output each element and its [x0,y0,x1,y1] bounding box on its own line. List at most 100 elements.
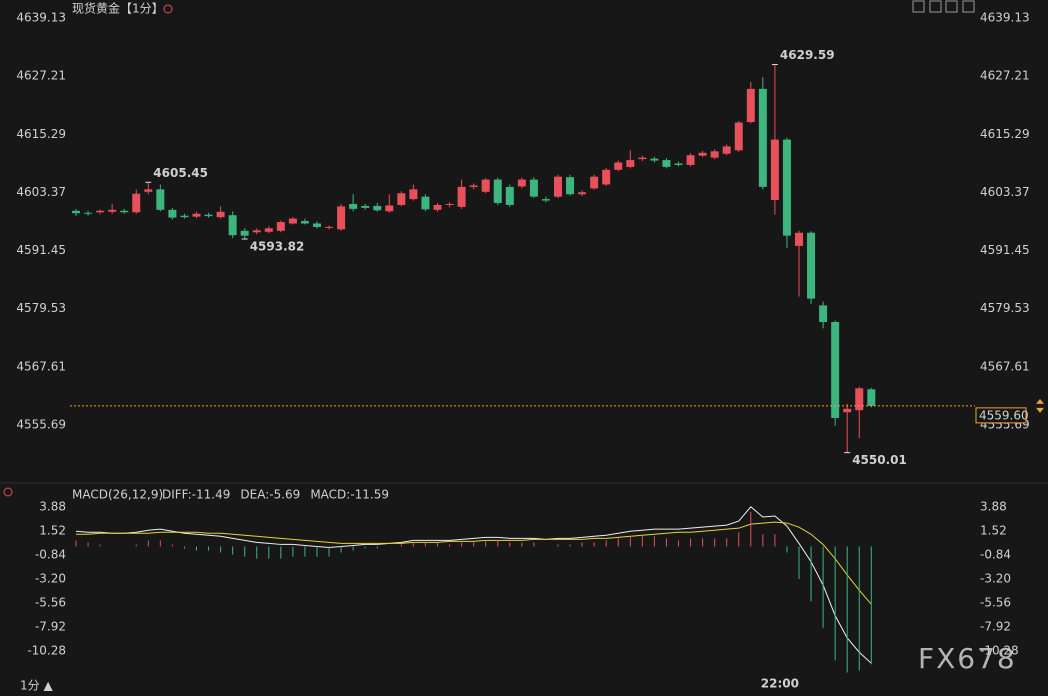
candle-body [180,215,189,218]
annotation: 4629.59 [780,48,835,62]
y-tick-label: 4603.37 [980,185,1030,199]
candle-body [252,230,261,233]
candle-body [529,179,538,197]
candle-body [445,203,454,205]
candle-body [698,152,707,156]
candle-body [325,226,334,228]
candle-body [734,122,743,151]
candle-body [662,160,671,167]
last-price-label: 4559.60 [979,408,1029,422]
tool-button[interactable] [912,0,925,13]
candle-body [722,146,731,154]
y-tick-label: 4627.21 [980,69,1030,83]
y-tick-label: 1.52 [980,524,1007,538]
candle-body [746,88,755,123]
candle-body [541,199,550,201]
candle-body [578,192,587,195]
candle-body [795,232,803,246]
candle-body [288,218,297,224]
watermark: FX678 [918,642,1017,675]
candle-body [493,179,502,203]
candle-body [770,139,779,201]
toolbar [912,0,975,13]
annotation: 4605.45 [153,166,208,180]
candle-body [132,193,141,213]
y-tick-label: 4579.53 [980,301,1030,315]
candle-body [807,232,816,299]
candle-body [373,205,382,211]
y-tick-label: 1.52 [39,524,66,538]
y-tick-label: 4603.37 [16,185,66,199]
last-price-box [975,407,1027,424]
candle-body [409,189,418,200]
candle-body [638,157,647,160]
candle-body [650,158,659,161]
candle-body [96,210,105,213]
candle-body [819,305,828,322]
candle-body [156,189,165,210]
candle-body [433,204,442,210]
candle-body [72,210,80,214]
tool-button[interactable] [929,0,942,13]
tool-button[interactable] [962,0,975,13]
legend-entry: MACD:-11.59 [310,488,389,502]
y-tick-label: 4567.61 [16,359,66,373]
candle-body [686,155,695,165]
y-tick-label: 4639.13 [16,11,66,25]
candle-body [590,176,599,189]
y-tick-label: 4579.53 [16,301,66,315]
tool-button[interactable] [945,0,958,13]
legend-entry: DEA:-5.69 [240,488,300,502]
candle-body [831,321,840,419]
candle-body [168,209,177,218]
candle-body [120,210,129,213]
title-icon[interactable] [163,4,173,14]
y-tick-label: 4591.45 [980,243,1030,257]
y-tick-label: 3.88 [39,500,66,514]
y-tick-label: -3.20 [35,572,66,586]
y-tick-label: 3.88 [980,500,1007,514]
y-tick-label: 4555.69 [16,417,66,431]
candle-body [457,186,466,207]
candle-body [782,139,791,236]
indicator-line [75,506,872,664]
candle-body [228,215,237,236]
y-tick-label: -5.56 [35,596,66,610]
y-tick-label: -10.28 [27,644,66,658]
candle-body [554,176,562,197]
annotation: 4550.01 [852,453,907,467]
candle-body [349,203,358,209]
period-selector[interactable]: 1分 ▲ [20,679,53,693]
y-tick-label: -0.84 [35,548,66,562]
candle-body [505,186,514,205]
candle-body [517,179,526,187]
chart-title: 现货黄金【1分】 [72,1,164,16]
y-tick-label: -3.20 [980,572,1011,586]
y-tick-label: -0.84 [980,548,1011,562]
candle-body [843,408,852,413]
candle-body [240,230,249,236]
candle-body [481,179,490,192]
candle-body [566,177,575,195]
candle-body [192,213,201,217]
x-tick-label: 22:00 [761,677,799,691]
candle-body [84,212,93,214]
candle-body [674,163,683,165]
legend-entry: DIFF:-11.49 [162,488,230,502]
candle-body [469,185,478,187]
candle-body [337,206,346,230]
candle-body [710,151,719,158]
candle-body [867,389,876,406]
candle-body [602,169,611,185]
candle-body [626,160,635,167]
candle-body [614,162,623,170]
indicator-icon[interactable] [3,487,13,497]
y-tick-label: -5.56 [980,596,1011,610]
candle-body [108,209,117,212]
y-tick-label: 4567.61 [980,359,1030,373]
candle-body [361,205,370,208]
candle-body [216,211,225,218]
candle-body [264,228,273,232]
